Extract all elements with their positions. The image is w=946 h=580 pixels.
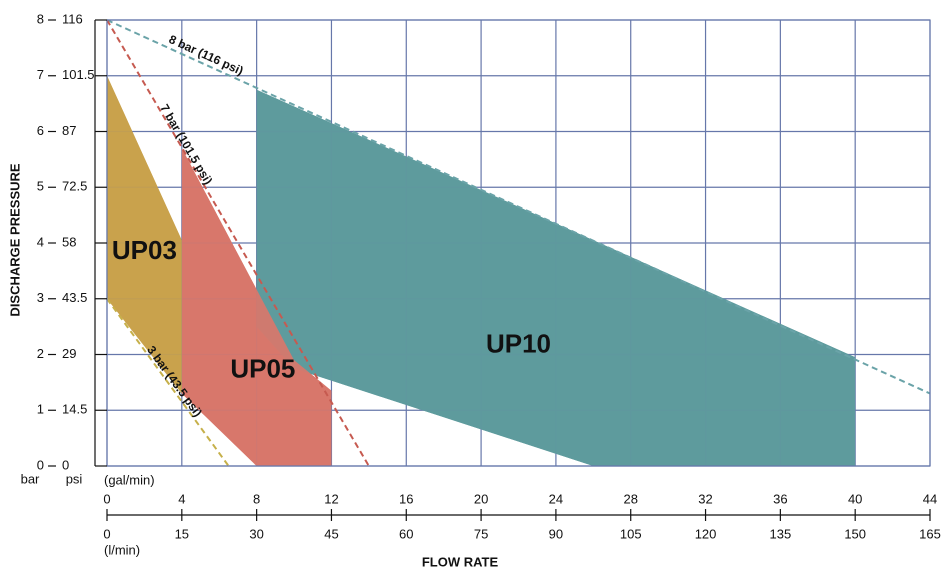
x-tick-label: 8 [253, 491, 260, 506]
x-tick-label: 36 [773, 491, 787, 506]
y2-tick-label: 72.5 [62, 179, 87, 194]
x-tick-label: 20 [474, 491, 488, 506]
x2-tick-label: 135 [770, 526, 792, 541]
region-label: UP05 [230, 354, 295, 384]
x-tick-label: 40 [848, 491, 862, 506]
region-label: UP03 [112, 235, 177, 265]
y-tick-label: 3 [37, 290, 44, 305]
x-tick-label: 16 [399, 491, 413, 506]
x-tick-label: 28 [623, 491, 637, 506]
x2-tick-label: 75 [474, 526, 488, 541]
region-label: UP10 [486, 329, 551, 359]
y-tick-label: 6 [37, 123, 44, 138]
y2-tick-label: 43.5 [62, 290, 87, 305]
y2-tick-label: 101.5 [62, 67, 95, 82]
y2-tick-label: 29 [62, 346, 76, 361]
x-tick-label: 4 [178, 491, 185, 506]
y2-tick-label: 0 [62, 457, 69, 472]
x2-tick-label: 165 [919, 526, 941, 541]
x-tick-label: 12 [324, 491, 338, 506]
pressure-line [106, 19, 370, 467]
y-tick-label: 4 [37, 234, 44, 249]
x2-tick-label: 105 [620, 526, 642, 541]
y2-tick-label: 14.5 [62, 402, 87, 417]
x2-tick-label: 150 [844, 526, 866, 541]
y2-tick-label: 116 [62, 11, 83, 26]
y-unit: bar [21, 471, 40, 486]
x2-unit: (l/min) [104, 542, 140, 557]
y-tick-label: 7 [37, 67, 44, 82]
y-tick-label: 8 [37, 11, 44, 26]
y2-tick-label: 87 [62, 123, 76, 138]
x-tick-label: 32 [698, 491, 712, 506]
x-axis-title: FLOW RATE [422, 554, 499, 569]
x2-tick-label: 45 [324, 526, 338, 541]
x2-tick-label: 15 [175, 526, 189, 541]
pressure-line [106, 298, 230, 467]
y-axis-title: DISCHARGE PRESSURE [7, 163, 22, 316]
y-tick-label: 5 [37, 179, 44, 194]
y-tick-label: 1 [37, 402, 44, 417]
x-unit: (gal/min) [104, 472, 155, 487]
x-tick-label: 24 [549, 491, 563, 506]
line-label: 8 bar (116 psi) [167, 32, 246, 78]
x2-tick-label: 60 [399, 526, 413, 541]
region-overlay [181, 148, 332, 466]
x-tick-label: 0 [103, 491, 110, 506]
x2-tick-label: 120 [695, 526, 717, 541]
y2-unit: psi [66, 471, 83, 486]
y-tick-label: 2 [37, 346, 44, 361]
region-overlay [107, 75, 182, 394]
x2-tick-label: 0 [103, 526, 110, 541]
y2-tick-label: 58 [62, 234, 76, 249]
x2-tick-label: 30 [249, 526, 263, 541]
x-tick-label: 44 [923, 491, 937, 506]
x2-tick-label: 90 [549, 526, 563, 541]
pressure-line [106, 19, 931, 395]
region-overlay [256, 89, 856, 466]
y-tick-label: 0 [37, 457, 44, 472]
